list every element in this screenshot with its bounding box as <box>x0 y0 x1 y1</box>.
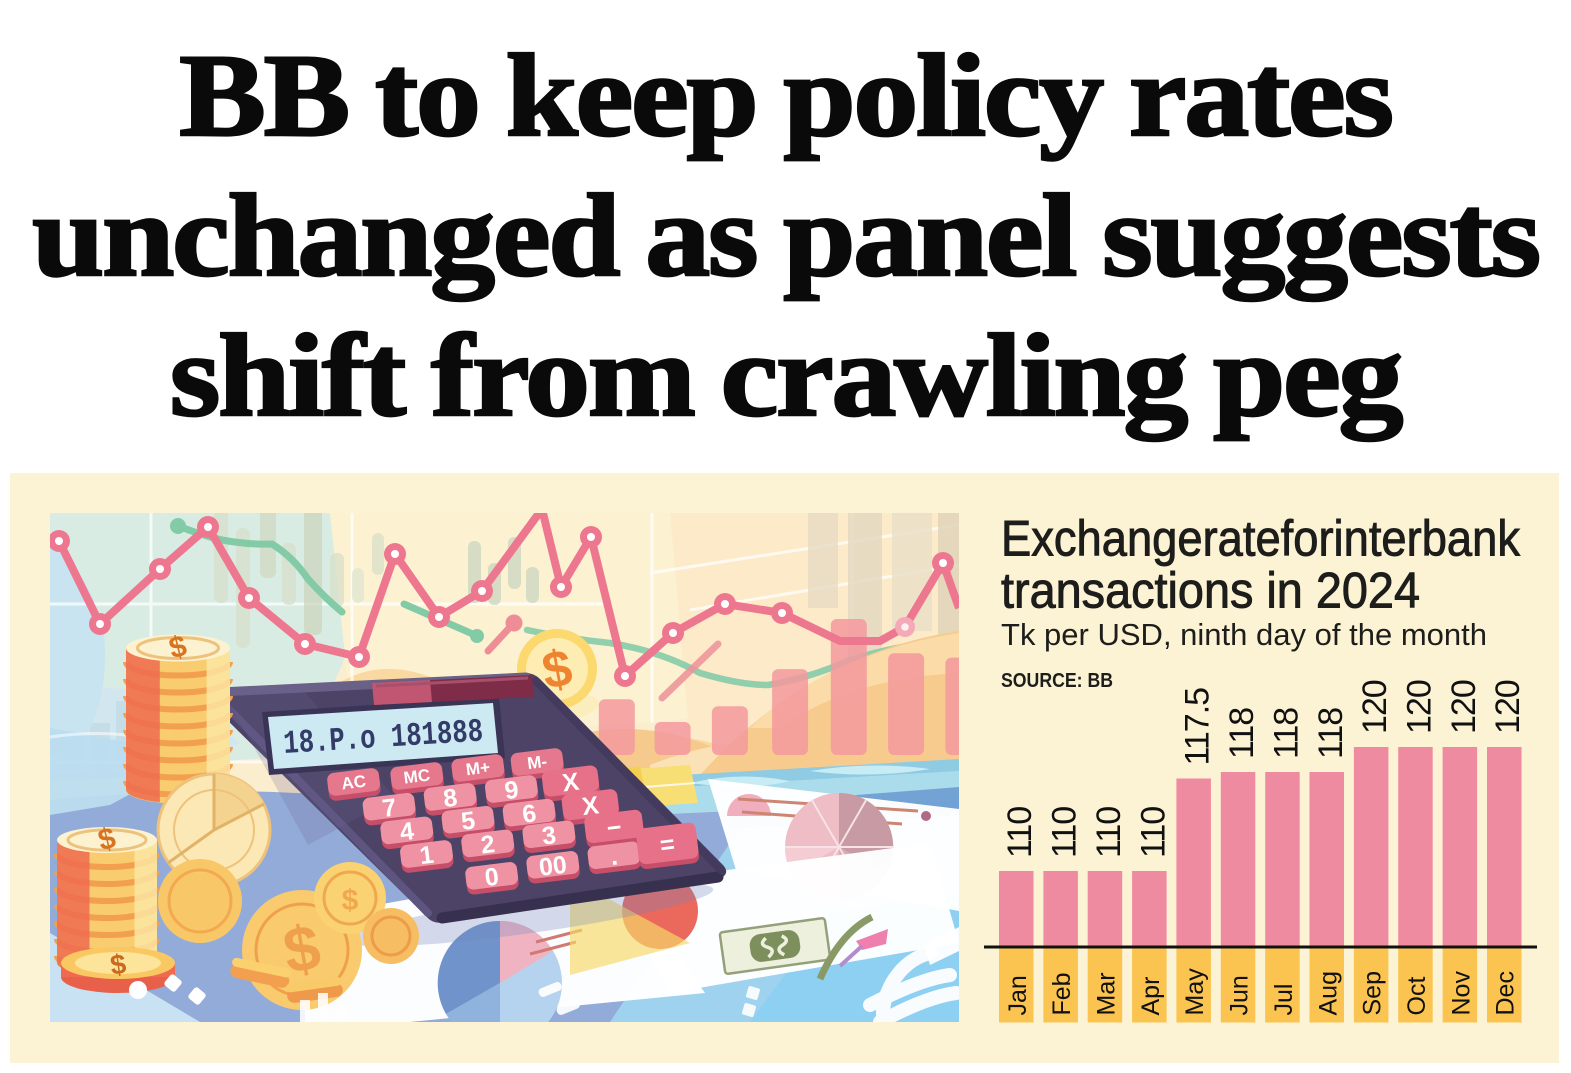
svg-text:00: 00 <box>537 851 568 882</box>
svg-text:Nov: Nov <box>1447 971 1475 1016</box>
svg-text:Jun: Jun <box>1226 975 1254 1015</box>
svg-text:110: 110 <box>1134 807 1172 858</box>
svg-text:−: − <box>605 813 623 843</box>
svg-text:=: = <box>659 830 677 860</box>
svg-text:120: 120 <box>1489 680 1527 734</box>
svg-text:2: 2 <box>479 830 496 859</box>
svg-text:8: 8 <box>442 784 459 813</box>
svg-text:X: X <box>580 791 600 821</box>
svg-text:M+: M+ <box>465 758 491 780</box>
svg-text:120: 120 <box>1356 680 1394 734</box>
svg-text:X: X <box>561 768 581 798</box>
svg-text:Aug: Aug <box>1314 971 1342 1015</box>
svg-text:$: $ <box>342 884 359 917</box>
svg-text:3: 3 <box>540 821 557 850</box>
svg-text:110: 110 <box>1046 807 1084 858</box>
svg-text:9: 9 <box>503 776 520 805</box>
svg-text:0: 0 <box>483 863 500 892</box>
svg-text:120: 120 <box>1401 680 1439 734</box>
svg-text:Mar: Mar <box>1093 972 1121 1015</box>
svg-text:110: 110 <box>1090 807 1128 858</box>
svg-text:SOURCE: BB: SOURCE: BB <box>1001 669 1113 692</box>
svg-text:Sep: Sep <box>1359 971 1387 1015</box>
svg-text:Apr: Apr <box>1137 977 1165 1016</box>
svg-text:118: 118 <box>1267 708 1305 759</box>
svg-text:6: 6 <box>521 799 538 828</box>
svg-text:1: 1 <box>418 841 435 870</box>
svg-text:Tk per USD, ninth day of the m: Tk per USD, ninth day of the month <box>1001 617 1487 652</box>
svg-text:transactions in 2024: transactions in 2024 <box>1001 563 1420 619</box>
svg-text:7: 7 <box>381 793 398 822</box>
svg-text:.: . <box>609 842 619 871</box>
svg-text:4: 4 <box>398 817 415 846</box>
svg-text:M-: M- <box>526 752 548 773</box>
svg-text:118: 118 <box>1223 708 1261 759</box>
svg-text:Jul: Jul <box>1270 984 1298 1016</box>
svg-text:118: 118 <box>1312 708 1350 759</box>
svg-text:Dec: Dec <box>1492 971 1520 1015</box>
svg-text:Feb: Feb <box>1048 972 1076 1015</box>
svg-text:120: 120 <box>1445 680 1483 734</box>
svg-text:MC: MC <box>403 765 432 787</box>
svg-text:Exchangerateforinterbank: Exchangerateforinterbank <box>1001 511 1521 567</box>
svg-text:Oct: Oct <box>1403 977 1431 1016</box>
svg-text:5: 5 <box>460 806 477 835</box>
svg-text:117.5: 117.5 <box>1179 688 1217 766</box>
svg-text:May: May <box>1181 968 1209 1016</box>
svg-text:$: $ <box>108 948 128 981</box>
svg-text:Jan: Jan <box>1004 975 1032 1015</box>
svg-text:110: 110 <box>1001 807 1039 858</box>
svg-text:AC: AC <box>340 772 367 794</box>
